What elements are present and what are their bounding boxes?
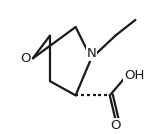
Text: N: N: [86, 47, 96, 60]
Text: OH: OH: [124, 69, 144, 82]
Text: O: O: [110, 119, 121, 132]
Text: O: O: [20, 52, 31, 65]
